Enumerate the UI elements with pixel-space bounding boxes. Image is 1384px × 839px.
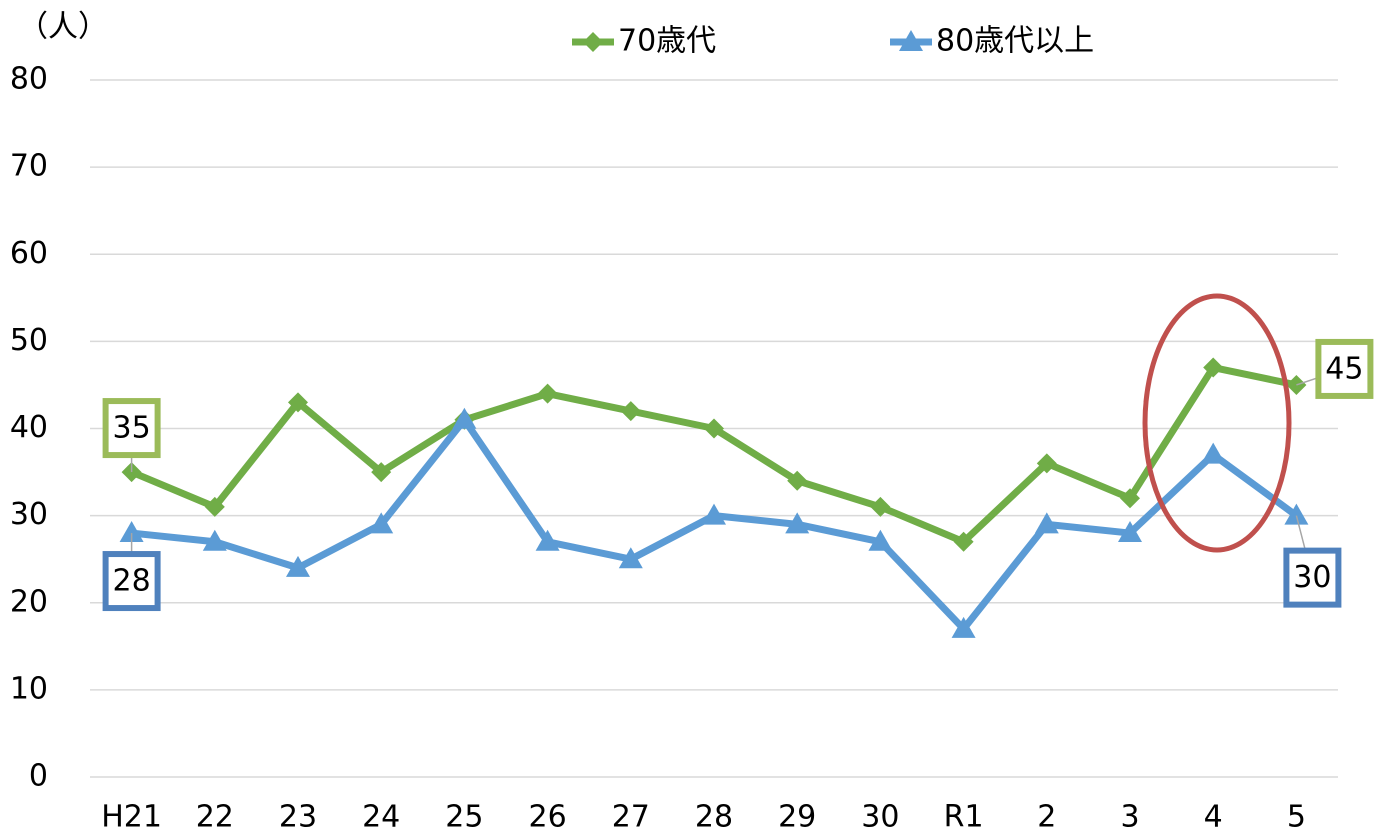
y-unit-label: （人） [18, 10, 108, 45]
marker [785, 512, 810, 534]
marker [1036, 453, 1057, 474]
marker [371, 462, 392, 483]
marker [620, 401, 641, 422]
marker [119, 521, 144, 543]
marker [868, 529, 893, 551]
marker [204, 496, 225, 517]
x-tick-label: 22 [196, 800, 234, 835]
data-label-box [1283, 547, 1342, 608]
marker [583, 32, 603, 52]
legend-label: 70歳代 [618, 24, 716, 59]
data-label: 45 [1325, 351, 1363, 386]
x-tick-label: 23 [279, 800, 317, 835]
data-label-box [1315, 338, 1374, 399]
y-tick-label: 30 [10, 497, 48, 532]
x-tick-label: 26 [529, 800, 567, 835]
marker [286, 555, 310, 577]
legend-label: 80歳代以上 [936, 24, 1094, 59]
x-tick-label: 4 [1204, 800, 1223, 835]
x-tick-label: 5 [1287, 800, 1306, 835]
y-tick-label: 40 [10, 410, 48, 445]
y-tick-label: 0 [29, 759, 48, 794]
x-tick-label: 27 [612, 800, 650, 835]
y-tick-label: 80 [10, 62, 48, 97]
marker [787, 470, 808, 491]
marker [202, 529, 227, 551]
x-tick-label: 29 [778, 800, 816, 835]
x-tick-label: 3 [1120, 800, 1139, 835]
marker [618, 547, 643, 569]
marker [704, 418, 724, 439]
marker [1034, 512, 1059, 534]
marker [1203, 357, 1224, 378]
data-label: 28 [113, 564, 151, 599]
data-label: 35 [113, 411, 151, 446]
y-tick-label: 10 [10, 671, 48, 706]
marker [452, 407, 477, 429]
y-tick-label: 70 [10, 149, 48, 184]
marker [537, 383, 558, 404]
marker [951, 616, 976, 638]
y-tick-label: 50 [10, 323, 48, 358]
marker [535, 529, 560, 551]
x-tick-label: 25 [445, 800, 483, 835]
x-tick-label: 2 [1037, 800, 1056, 835]
data-label: 30 [1293, 560, 1331, 595]
marker [1120, 488, 1140, 509]
marker [702, 503, 726, 525]
marker [899, 30, 923, 51]
y-tick-label: 20 [10, 584, 48, 619]
x-tick-label: H21 [101, 800, 162, 835]
marker [953, 531, 974, 552]
marker [870, 496, 891, 517]
marker [288, 392, 308, 413]
marker [1201, 442, 1226, 464]
marker [369, 512, 394, 534]
highlight-ellipse [1142, 293, 1292, 553]
x-tick-label: 28 [695, 800, 733, 835]
data-label-box [102, 551, 161, 612]
marker [1284, 503, 1309, 525]
marker [1118, 521, 1142, 543]
data-label-box [102, 398, 161, 459]
x-tick-label: 30 [861, 800, 899, 835]
y-tick-label: 60 [10, 236, 48, 271]
x-tick-label: R1 [944, 800, 984, 835]
x-tick-label: 24 [362, 800, 400, 835]
